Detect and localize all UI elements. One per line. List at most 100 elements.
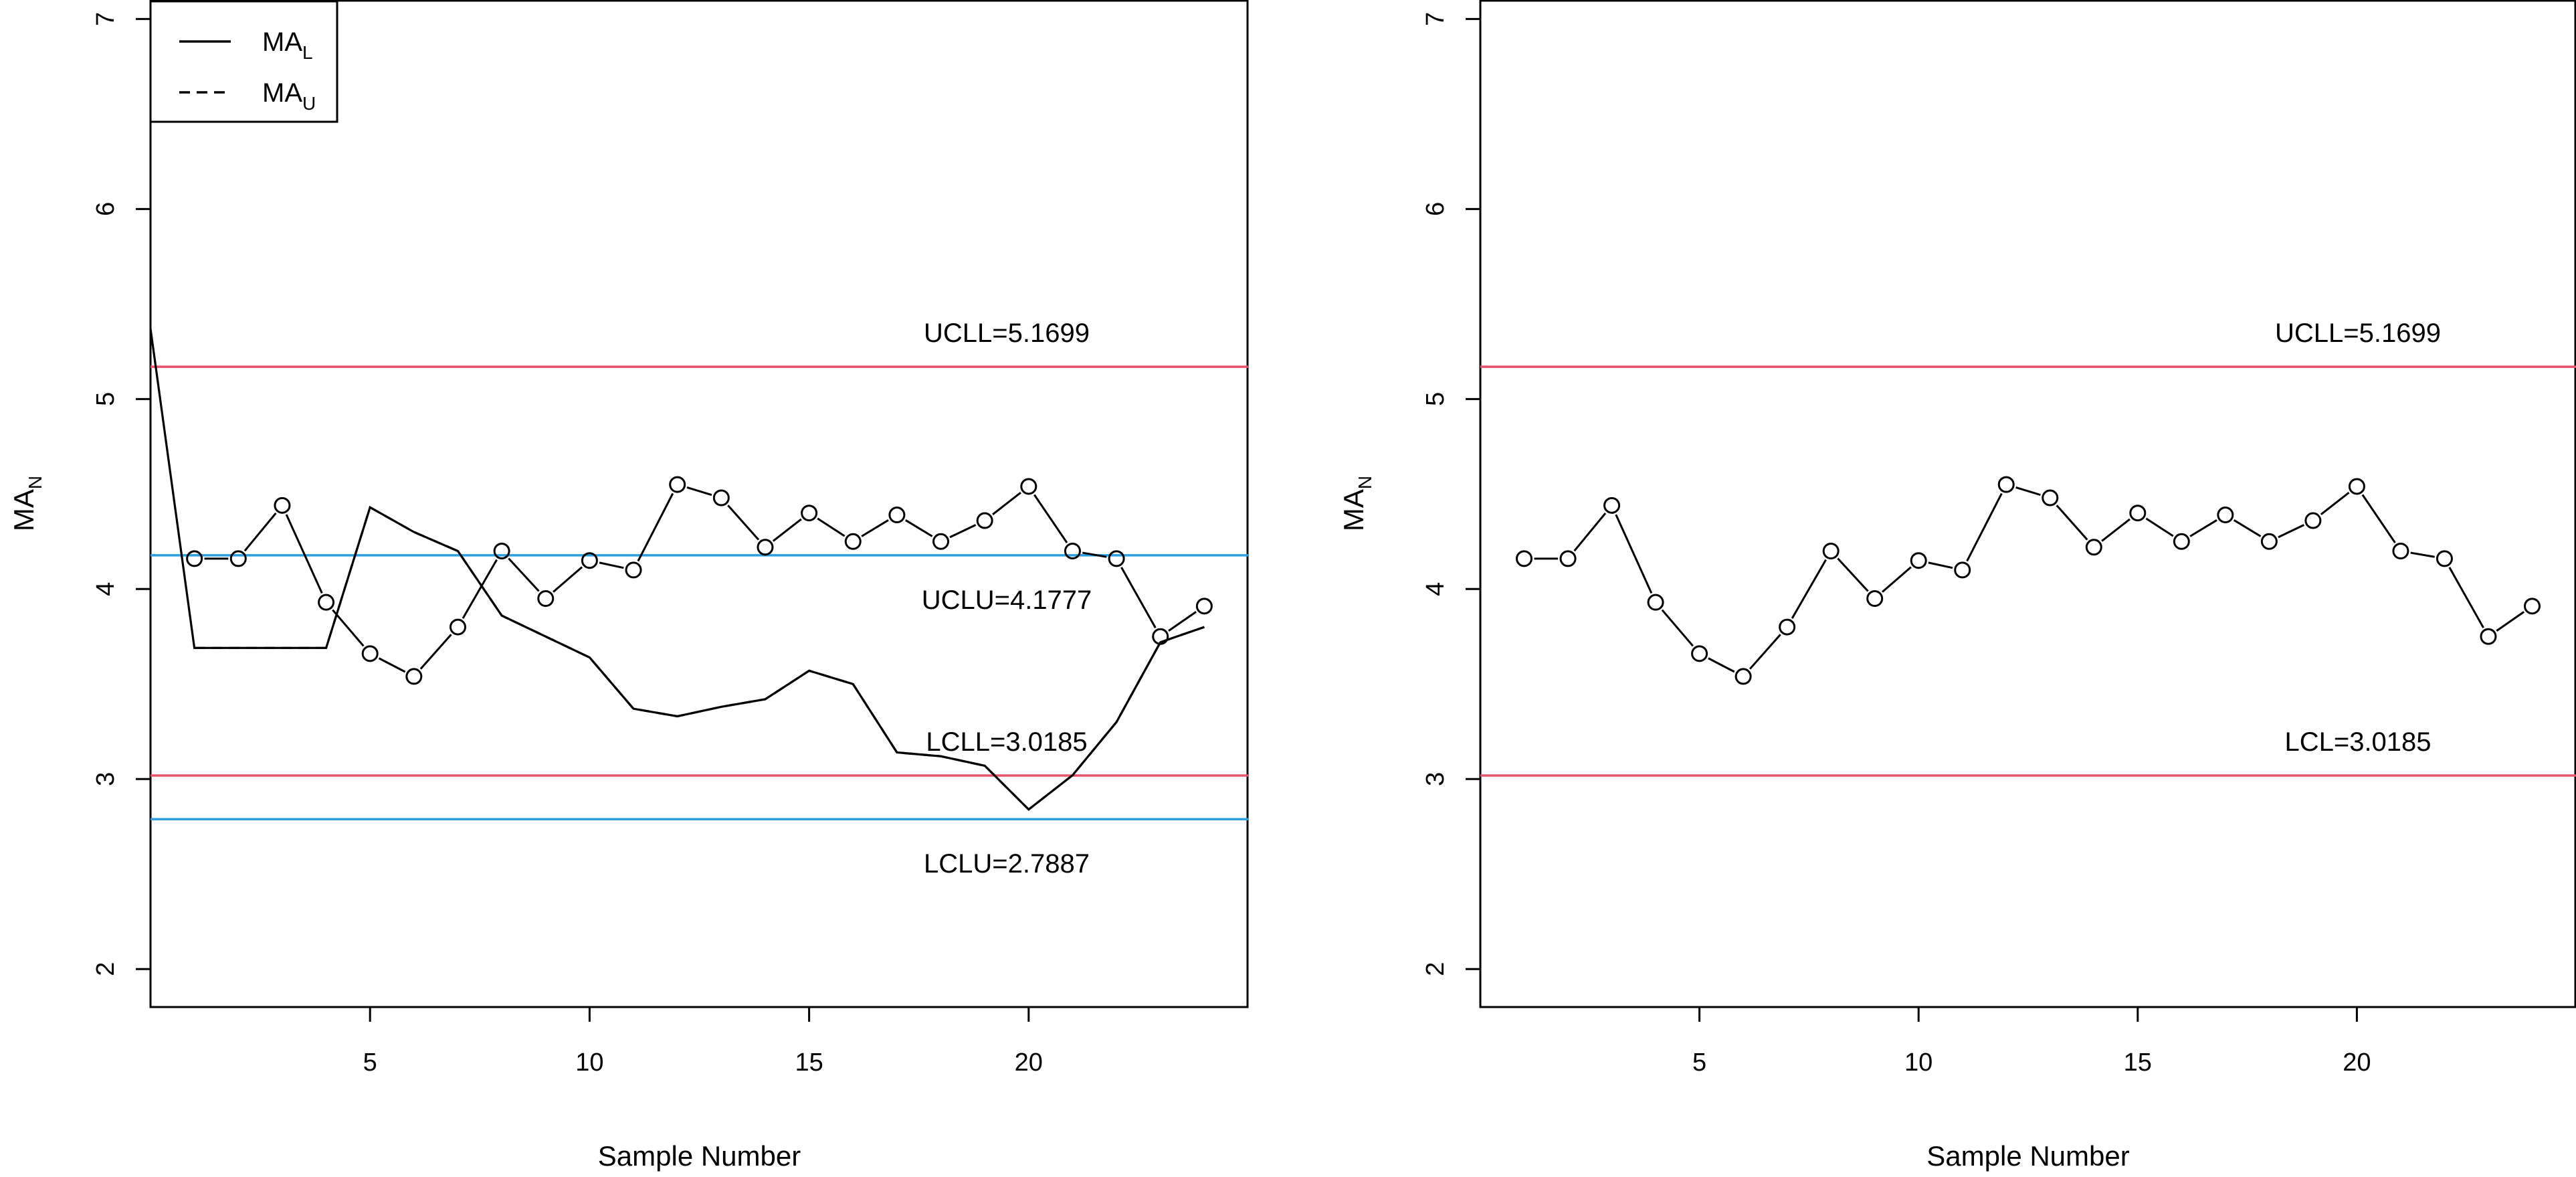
plot-frame [1479, 0, 2576, 1008]
x-tick-label: 15 [2124, 1049, 2152, 1077]
reference-label-ucll: UCLL=5.1699 [924, 319, 1090, 348]
data-point-9 [1866, 590, 1884, 607]
y-axis-title-main: MA [8, 489, 39, 531]
x-axis-title: Sample Number [1926, 1140, 2129, 1172]
series-segment [2145, 517, 2174, 537]
data-point-10 [1910, 552, 1927, 569]
y-tick-label: 3 [92, 772, 120, 786]
data-point-14 [757, 539, 774, 556]
legend-box [149, 0, 338, 123]
x-tick-label: 5 [363, 1049, 377, 1077]
data-series-group [151, 321, 1213, 811]
y-axis-title-subscript: N [25, 476, 45, 489]
data-point-21 [2392, 542, 2409, 559]
y-tick-label: 6 [92, 202, 120, 216]
left-chart-panel: UCLL=5.1699 UCLU=4.1777 LCLL=3.0185 LCLU=2.… [8, 0, 1249, 1172]
series-segment [1661, 609, 1694, 647]
x-tick-label: 5 [1692, 1049, 1706, 1077]
data-point-17 [2217, 507, 2234, 524]
series-segment [2410, 551, 2435, 558]
data-point-10 [581, 552, 598, 569]
y-axis-title-main: MA [1338, 489, 1369, 531]
y-axis-title-subscript: N [1355, 476, 1375, 489]
series-segment [2278, 524, 2304, 539]
data-point-2 [229, 550, 247, 567]
series-segment [861, 519, 889, 537]
data-point-5 [1691, 645, 1708, 662]
data-point-3 [274, 496, 291, 514]
reference-label-lcll: LCLL=3.0185 [926, 727, 1087, 757]
series-segment [2361, 494, 2396, 543]
series-segment [1615, 514, 1653, 594]
series-segment [1082, 551, 1107, 558]
legend-entry: MAU [262, 78, 316, 114]
series-segment [727, 505, 760, 541]
y-tick-label: 3 [1421, 772, 1450, 786]
series-segment [508, 557, 540, 592]
data-point-15 [2129, 505, 2147, 522]
legend-entry-main: MA [262, 27, 302, 57]
data-point-18 [932, 533, 950, 550]
data-point-6 [1735, 668, 1752, 685]
y-tick-label: 5 [92, 392, 120, 406]
data-point-11 [625, 561, 642, 579]
series-segment [2189, 519, 2217, 537]
data-point-7 [1779, 618, 1796, 636]
data-point-22 [2436, 550, 2453, 567]
legend-entry-subscript: L [302, 42, 313, 63]
right-chart-panel: UCLL=5.1699 LCL=3.0185 5 10 15 20 2 3 4 5 6 7 Sample… [1338, 0, 2576, 1172]
data-point-20 [2348, 478, 2365, 495]
data-point-21 [1064, 542, 1081, 559]
data-point-13 [2042, 489, 2059, 507]
series-segment [378, 657, 406, 673]
data-point-1 [1516, 550, 1533, 567]
series-segment [1708, 657, 1735, 673]
series-segment [2496, 611, 2525, 632]
series-segment [1033, 494, 1068, 543]
data-point-4 [1647, 594, 1664, 611]
x-tick-label: 10 [575, 1049, 603, 1077]
ma-upper-line [194, 505, 1205, 811]
y-axis-title: MAN [1338, 476, 1375, 531]
series-segment [332, 609, 365, 647]
series-segment [2448, 567, 2484, 628]
series-segment [553, 566, 583, 593]
y-tick-label: 2 [92, 962, 120, 976]
series-segment [599, 561, 624, 569]
y-tick-label: 6 [1421, 202, 1450, 216]
series-segment [419, 634, 452, 670]
data-point-1 [186, 550, 203, 567]
data-point-12 [669, 476, 686, 493]
x-tick-label: 10 [1904, 1049, 1933, 1077]
x-tick-label: 20 [1015, 1049, 1043, 1077]
data-point-22 [1108, 550, 1125, 567]
series-segment [2233, 519, 2262, 537]
y-tick-label: 4 [92, 582, 120, 596]
series-segment [2320, 491, 2350, 516]
data-point-8 [1822, 542, 1840, 559]
series-segment [2015, 486, 2041, 496]
plot-frame [149, 0, 1249, 1008]
data-point-14 [2085, 539, 2102, 556]
data-point-11 [1954, 561, 1971, 579]
legend-entry-subscript: U [302, 93, 316, 114]
series-segment [1749, 634, 1781, 670]
series-segment [2056, 505, 2088, 541]
x-axis-title: Sample Number [598, 1140, 801, 1172]
series-segment [772, 518, 802, 542]
data-point-13 [712, 489, 730, 507]
series-segment [949, 524, 977, 539]
series-segment [817, 517, 846, 537]
data-point-23 [2480, 628, 2497, 645]
series-segment [637, 492, 674, 562]
data-point-18 [2260, 533, 2278, 550]
data-point-24 [2523, 598, 2541, 615]
series-segment [992, 491, 1021, 516]
y-tick-label: 7 [1421, 12, 1450, 26]
series-segment [1120, 567, 1157, 628]
legend-entry: MAL [262, 27, 313, 63]
series-segment [1168, 611, 1197, 632]
data-point-6 [405, 668, 423, 685]
data-point-7 [449, 618, 466, 636]
